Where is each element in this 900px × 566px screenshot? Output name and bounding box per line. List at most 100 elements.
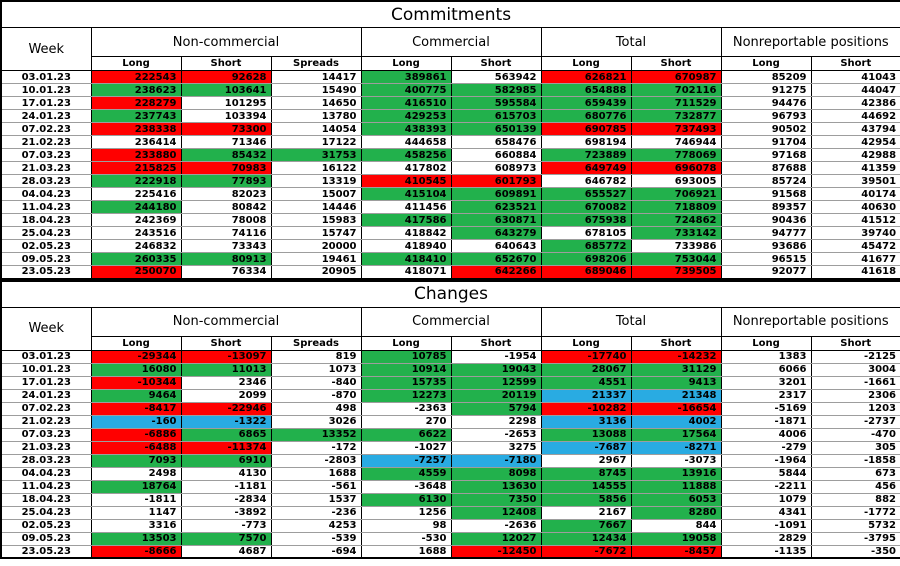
week-cell: 21.03.23: [0, 440, 92, 455]
week-cell: 17.01.23: [0, 375, 92, 390]
table-row: 25.04.23 1147 -3892 -236 1256 12408 2167 8280 43…: [0, 505, 900, 520]
group-header-row: Week Non-commercial Commercial Total Non…: [0, 306, 900, 351]
table-row: 24.01.23 237743 103394 13780 429253 615703 680…: [0, 109, 900, 123]
value-cell: 698206: [540, 252, 632, 266]
value-cell: -1858: [810, 453, 900, 468]
value-cell: 1203: [810, 401, 900, 416]
table-row: 03.01.23 -29344 -13097 819 10785 -1954 -17740-…: [0, 349, 900, 364]
value-cell: 19058: [630, 531, 722, 546]
table-row: 02.05.23 3316 -773 4253 98 -2636 7667 844 -1091 5…: [0, 518, 900, 533]
value-cell: 91704: [720, 135, 812, 149]
value-cell: 17564: [630, 427, 722, 442]
table-row: 17.01.23 228279 101295 14650 416510 595584 659…: [0, 96, 900, 110]
table-row: 21.02.23 -160 -1322 3026 270 2298 3136 4002 -187…: [0, 414, 900, 429]
value-cell: -1322: [180, 414, 272, 429]
value-cell: 15747: [270, 226, 362, 240]
week-cell: 07.03.23: [0, 427, 92, 442]
table-row: 18.04.23 -1811 -2834 1537 6130 7350 5856 6053 10…: [0, 492, 900, 507]
subheader-t-short: Short: [630, 56, 722, 71]
value-cell: 1256: [360, 505, 452, 520]
week-cell: 21.02.23: [0, 135, 92, 149]
changes-rows: 03.01.23 -29344 -13097 819 10785 -1954 -17740-…: [0, 349, 900, 559]
value-cell: 1537: [270, 492, 362, 507]
value-cell: 85209: [720, 70, 812, 84]
week-header: Week: [0, 27, 92, 71]
value-cell: 882: [810, 492, 900, 507]
value-cell: 746944: [630, 135, 722, 149]
table-row: 23.05.23 -8666 4687 -694 1688 -12450 -7672 -845…: [0, 544, 900, 559]
table-row: 11.04.23 244180 80842 14446 411456 623521 6700…: [0, 200, 900, 214]
value-cell: -350: [810, 544, 900, 559]
subheader-t-short: Short: [630, 335, 722, 351]
value-cell: 90502: [720, 122, 812, 136]
value-cell: 2167: [540, 505, 632, 520]
value-cell: 41618: [810, 265, 900, 279]
value-cell: 250070: [90, 265, 182, 279]
value-cell: 21348: [630, 388, 722, 403]
week-cell: 02.05.23: [0, 239, 92, 253]
subheader-c-short: Short: [450, 56, 542, 71]
value-cell: -561: [270, 479, 362, 494]
value-cell: 80842: [180, 200, 272, 214]
value-cell: 660884: [450, 148, 542, 162]
table-row: 09.05.23 13503 7570 -539 -530 12027 12434 19058…: [0, 531, 900, 546]
subheader-c-short: Short: [450, 335, 542, 351]
value-cell: 3026: [270, 414, 362, 429]
value-cell: 15490: [270, 83, 362, 97]
value-cell: -11374: [180, 440, 272, 455]
subheader-nr-long: Long: [720, 335, 812, 351]
value-cell: 417802: [360, 161, 452, 175]
value-cell: 13503: [90, 531, 182, 546]
value-cell: 96793: [720, 109, 812, 123]
value-cell: 673: [810, 466, 900, 481]
value-cell: 233880: [90, 148, 182, 162]
value-cell: 12273: [360, 388, 452, 403]
value-cell: 85432: [180, 148, 272, 162]
value-cell: 90436: [720, 213, 812, 227]
value-cell: 1688: [360, 544, 452, 559]
value-cell: 78008: [180, 213, 272, 227]
changes-header: Changes Week Non-commercial Commercial T…: [0, 280, 900, 351]
value-cell: 670987: [630, 70, 722, 84]
value-cell: 649749: [540, 161, 632, 175]
value-cell: 31753: [270, 148, 362, 162]
value-cell: 3275: [450, 440, 542, 455]
table-row: 04.04.23 2498 4130 1688 4559 8098 8745 13916 584…: [0, 466, 900, 481]
value-cell: 42954: [810, 135, 900, 149]
value-cell: 17122: [270, 135, 362, 149]
group-noncommercial: Non-commercial: [90, 306, 362, 337]
value-cell: -2834: [180, 492, 272, 507]
week-cell: 24.01.23: [0, 109, 92, 123]
value-cell: 3136: [540, 414, 632, 429]
value-cell: 659439: [540, 96, 632, 110]
subheader-nc-spreads: Spreads: [270, 335, 362, 351]
value-cell: 305: [810, 440, 900, 455]
value-cell: -3795: [810, 531, 900, 546]
value-cell: 94777: [720, 226, 812, 240]
value-cell: -2653: [450, 427, 542, 442]
value-cell: 753044: [630, 252, 722, 266]
group-noncommercial: Non-commercial: [90, 27, 362, 57]
value-cell: -7180: [450, 453, 542, 468]
week-header: Week: [0, 306, 92, 351]
value-cell: 498: [270, 401, 362, 416]
value-cell: 456: [810, 479, 900, 494]
subheader-nc-long: Long: [90, 335, 182, 351]
value-cell: 87688: [720, 161, 812, 175]
value-cell: 44692: [810, 109, 900, 123]
subheader-row: Long Short Spreads Long Short Long Short…: [1, 56, 900, 71]
subheader-row: Long Short Spreads Long Short Long Short…: [1, 335, 900, 351]
value-cell: -530: [360, 531, 452, 546]
value-cell: -6488: [90, 440, 182, 455]
value-cell: -1954: [450, 349, 542, 364]
subheader-t-long: Long: [540, 335, 632, 351]
week-cell: 10.01.23: [0, 83, 92, 97]
value-cell: -1135: [720, 544, 812, 559]
value-cell: 41043: [810, 70, 900, 84]
value-cell: 20119: [450, 388, 542, 403]
group-nonreportable: Nonreportable positions: [720, 27, 900, 57]
value-cell: 74116: [180, 226, 272, 240]
table-row: 17.01.23 -10344 2346 -840 15735 12599 4551 9413…: [0, 375, 900, 390]
value-cell: -12450: [450, 544, 542, 559]
value-cell: 4002: [630, 414, 722, 429]
